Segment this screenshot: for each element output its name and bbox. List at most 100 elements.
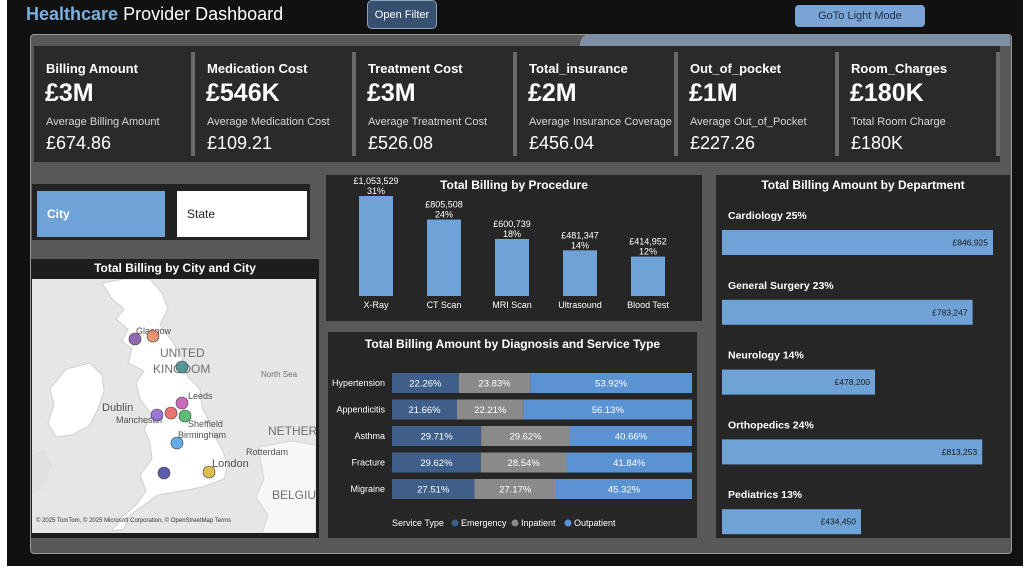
map-marker[interactable] bbox=[164, 406, 178, 420]
kpi-average: £180K bbox=[851, 133, 904, 153]
light-mode-button[interactable]: GoTo Light Mode bbox=[795, 5, 925, 27]
department-chart-plot: Cardiology 25% £846,925 General Surgery 23… bbox=[722, 210, 993, 535]
diagnosis-segment-label: 22.21% bbox=[474, 405, 507, 416]
diagnosis-legend-title: Service Type bbox=[392, 518, 444, 528]
procedure-category-label: MRI Scan bbox=[492, 300, 532, 310]
kpi-value: £2M bbox=[528, 79, 577, 107]
kpi-divider bbox=[513, 52, 517, 156]
procedure-bar bbox=[631, 256, 665, 296]
uk-map[interactable]: UNITEDKINGDOMGlasgowLeedsDublinMancheste… bbox=[32, 279, 316, 533]
diagnosis-legend-item: Emergency bbox=[461, 518, 507, 528]
diagnosis-segment bbox=[566, 452, 692, 473]
map-label: BELGIUM bbox=[272, 488, 316, 502]
department-value-label: £783,247 bbox=[932, 307, 968, 317]
procedure-chart: Total Billing by Procedure £1,053,529 31%… bbox=[326, 175, 702, 321]
kpi-card: Total_insurance £2M Average Insurance Cove… bbox=[517, 52, 672, 158]
map-marker[interactable] bbox=[175, 396, 189, 410]
map-label: Manchester bbox=[116, 415, 163, 425]
diagnosis-legend-marker bbox=[511, 519, 519, 527]
procedure-pct-label: 24% bbox=[435, 210, 453, 220]
kpi-value: £180K bbox=[850, 79, 924, 107]
department-category-label: General Surgery 23% bbox=[728, 280, 834, 292]
kpi-title: Out_of_pocket bbox=[690, 61, 782, 76]
map-label: Dublin bbox=[102, 402, 133, 414]
department-chart-title: Total Billing Amount by Department bbox=[761, 178, 965, 192]
diagnosis-chart-title: Total Billing Amount by Diagnosis and Se… bbox=[364, 337, 661, 351]
map-marker[interactable] bbox=[178, 409, 192, 423]
slicer-state-option[interactable]: State bbox=[177, 191, 307, 237]
department-chart: Total Billing Amount by Department Cardi… bbox=[716, 175, 1010, 538]
diagnosis-segment-label: 45.32% bbox=[608, 485, 641, 496]
map-marker[interactable] bbox=[128, 332, 142, 346]
slicer-city-option[interactable]: City bbox=[37, 191, 165, 237]
diagnosis-legend-marker bbox=[564, 519, 572, 527]
kpi-card: Out_of_pocket £1M Average Out_of_Pocket £22… bbox=[678, 52, 828, 158]
diagnosis-segment-label: 40.66% bbox=[615, 432, 648, 443]
department-category-label: Cardiology 25% bbox=[728, 210, 807, 222]
kpi-average: £526.08 bbox=[368, 133, 434, 153]
diagnosis-category-label: Hypertension bbox=[332, 378, 385, 388]
diagnosis-segment bbox=[530, 373, 693, 393]
procedure-category-label: X-Ray bbox=[363, 300, 389, 310]
diagnosis-segment bbox=[392, 452, 481, 473]
kpi-strip bbox=[34, 46, 1000, 162]
kpi-divider bbox=[996, 52, 1000, 156]
kpi-subtitle: Total Room Charge bbox=[851, 116, 946, 128]
diagnosis-segment bbox=[474, 479, 557, 499]
procedure-bar bbox=[563, 250, 597, 296]
map-label: UNITED bbox=[160, 346, 205, 360]
diagnosis-legend-marker bbox=[451, 519, 459, 527]
procedure-category-label: Blood Test bbox=[627, 300, 669, 310]
procedure-pct-label: 31% bbox=[367, 186, 385, 196]
diagnosis-segment-label: 27.51% bbox=[417, 485, 450, 496]
map-marker[interactable] bbox=[157, 466, 171, 480]
map-label: Rotterdam bbox=[246, 447, 288, 457]
diagnosis-segment bbox=[556, 479, 692, 499]
map-marker[interactable] bbox=[146, 329, 160, 343]
procedure-category-label: Ultrasound bbox=[558, 300, 602, 310]
kpi-subtitle: Average Insurance Coverage bbox=[529, 116, 672, 128]
procedure-chart-title: Total Billing by Procedure bbox=[440, 178, 588, 192]
kpi-card: Treatment Cost £3M Average Treatment Cost £… bbox=[356, 52, 506, 158]
map-label: Leeds bbox=[188, 391, 213, 401]
panel-tab bbox=[580, 34, 1010, 46]
procedure-bar bbox=[359, 196, 393, 296]
page-title: Healthcare Provider Dashboard bbox=[26, 4, 283, 25]
procedure-pct-label: 14% bbox=[571, 240, 589, 250]
kpi-value: £546K bbox=[206, 79, 280, 107]
department-category-label: Neurology 14% bbox=[728, 350, 805, 362]
diagnosis-chart-plot: Hypertension 22.26% 23.83% 53.92% Appendicit… bbox=[332, 373, 693, 528]
department-value-label: £813,253 bbox=[942, 447, 978, 457]
procedure-value-label: £1,053,529 bbox=[353, 176, 398, 186]
diagnosis-segment-label: 29.62% bbox=[509, 432, 542, 443]
page-title-accent: Healthcare bbox=[26, 4, 119, 24]
department-bar bbox=[722, 439, 983, 465]
procedure-value-label: £805,508 bbox=[425, 200, 463, 210]
department-bar bbox=[722, 369, 876, 395]
kpi-title: Billing Amount bbox=[46, 61, 138, 76]
moon-icon[interactable] bbox=[948, 0, 992, 26]
department-value-label: £478,200 bbox=[835, 377, 871, 387]
department-category-label: Orthopedics 24% bbox=[728, 419, 814, 431]
kpi-subtitle: Average Treatment Cost bbox=[368, 116, 488, 128]
diagnosis-segment bbox=[392, 479, 475, 499]
kpi-card: Medication Cost £546K Average Medication C… bbox=[195, 52, 345, 158]
diagnosis-segment bbox=[456, 399, 524, 420]
department-value-label: £846,925 bbox=[953, 238, 989, 248]
map-marker[interactable] bbox=[170, 436, 184, 450]
kpi-divider bbox=[191, 52, 195, 156]
page-title-rest: Provider Dashboard bbox=[118, 4, 284, 24]
diagnosis-segment-label: 53.92% bbox=[595, 379, 628, 390]
diagnosis-segment bbox=[480, 452, 567, 473]
diagnosis-segment-label: 23.83% bbox=[478, 379, 511, 390]
map-marker[interactable] bbox=[150, 408, 164, 422]
map-attribution: © 2025 TomTom, © 2025 Microsoft Corporat… bbox=[36, 518, 232, 524]
map-marker[interactable] bbox=[202, 465, 216, 479]
open-filter-button[interactable]: Open Filter bbox=[367, 0, 437, 29]
diagnosis-segment bbox=[481, 426, 570, 446]
map-marker[interactable] bbox=[175, 360, 189, 374]
kpi-divider bbox=[352, 52, 356, 156]
diagnosis-segment-label: 56.13% bbox=[592, 405, 625, 416]
diagnosis-segment bbox=[523, 399, 692, 420]
